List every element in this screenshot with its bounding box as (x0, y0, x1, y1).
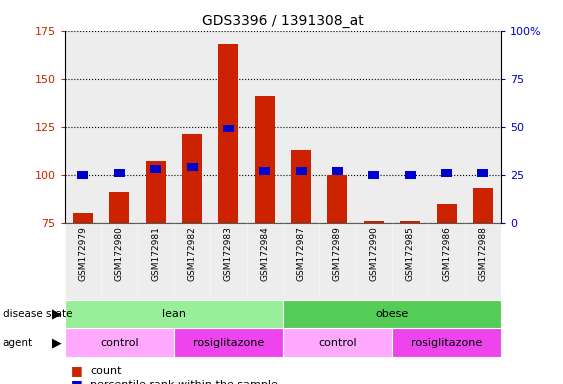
Bar (405, 171, 415, 179)
Bar (319, 31, 356, 223)
Bar (247, 223, 283, 300)
Text: rosiglitazone: rosiglitazone (411, 338, 482, 348)
Bar (259, 167, 270, 175)
Bar (182, 134, 202, 223)
Bar (210, 31, 247, 223)
Bar (283, 223, 319, 300)
Bar (174, 328, 283, 357)
Bar (464, 31, 501, 223)
Bar (283, 300, 501, 328)
Bar (473, 188, 493, 223)
Text: GSM172990: GSM172990 (369, 227, 378, 281)
Bar (109, 192, 129, 223)
Text: GSM172985: GSM172985 (406, 227, 415, 281)
Bar (210, 223, 247, 300)
Bar (137, 31, 174, 223)
Bar (392, 31, 428, 223)
Bar (319, 223, 356, 300)
Text: disease state: disease state (3, 309, 72, 319)
Title: GDS3396 / 1391308_at: GDS3396 / 1391308_at (202, 14, 364, 28)
Bar (65, 300, 283, 328)
Text: ■: ■ (70, 378, 82, 384)
Bar (368, 171, 379, 179)
Bar (328, 175, 347, 223)
Bar (428, 223, 464, 300)
Text: rosiglitazone: rosiglitazone (193, 338, 264, 348)
Bar (65, 223, 101, 300)
Text: GSM172980: GSM172980 (115, 227, 124, 281)
Bar (296, 167, 307, 175)
Text: GSM172986: GSM172986 (442, 227, 451, 281)
Bar (283, 328, 392, 357)
Bar (254, 96, 275, 223)
Text: lean: lean (162, 309, 186, 319)
Text: obese: obese (376, 309, 409, 319)
Bar (283, 31, 319, 223)
Bar (73, 213, 93, 223)
Bar (114, 169, 125, 177)
Bar (291, 150, 311, 223)
Bar (428, 31, 464, 223)
Bar (436, 204, 457, 223)
Text: GSM172984: GSM172984 (260, 227, 269, 281)
Bar (223, 125, 234, 132)
Text: GSM172988: GSM172988 (479, 227, 488, 281)
Text: count: count (90, 366, 122, 376)
Bar (174, 223, 210, 300)
Text: GSM172981: GSM172981 (151, 227, 160, 281)
Text: GSM172982: GSM172982 (187, 227, 196, 281)
Text: control: control (318, 338, 357, 348)
Bar (332, 167, 343, 175)
Bar (218, 44, 238, 223)
Bar (150, 165, 161, 173)
Bar (400, 221, 420, 223)
Bar (356, 223, 392, 300)
Text: percentile rank within the sample: percentile rank within the sample (90, 380, 278, 384)
Bar (174, 31, 210, 223)
Bar (477, 169, 488, 177)
Text: ■: ■ (70, 364, 82, 377)
Bar (364, 221, 384, 223)
Text: agent: agent (3, 338, 33, 348)
Bar (65, 31, 101, 223)
Text: control: control (100, 338, 138, 348)
Text: GSM172979: GSM172979 (78, 227, 87, 281)
Text: GSM172989: GSM172989 (333, 227, 342, 281)
Bar (356, 31, 392, 223)
Bar (78, 171, 88, 179)
Bar (464, 223, 501, 300)
Bar (441, 169, 452, 177)
Bar (146, 161, 166, 223)
Bar (101, 223, 137, 300)
Bar (392, 223, 428, 300)
Bar (186, 163, 198, 171)
Bar (65, 328, 174, 357)
Bar (392, 328, 501, 357)
Bar (101, 31, 137, 223)
Text: ▶: ▶ (51, 336, 61, 349)
Text: ▶: ▶ (51, 308, 61, 320)
Text: GSM172987: GSM172987 (297, 227, 306, 281)
Bar (137, 223, 174, 300)
Bar (247, 31, 283, 223)
Text: GSM172983: GSM172983 (224, 227, 233, 281)
